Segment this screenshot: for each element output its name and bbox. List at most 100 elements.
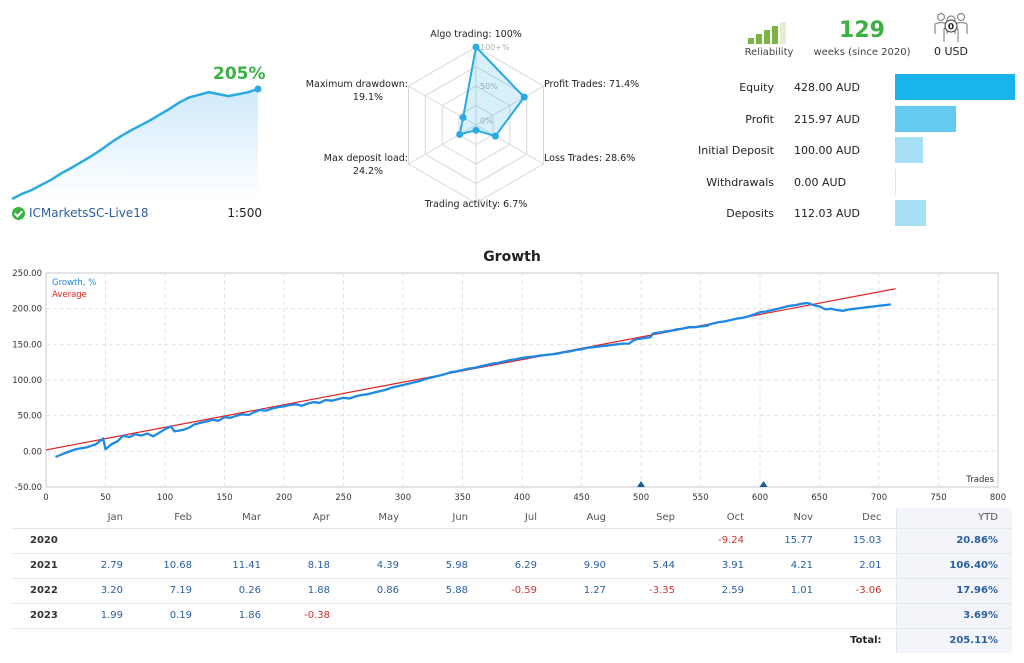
radar-value-dot bbox=[520, 93, 528, 101]
radar-axis-label: Algo trading: 100% bbox=[430, 29, 522, 40]
header-sep: Sep bbox=[656, 512, 675, 524]
header-jul: Jul bbox=[524, 512, 537, 524]
month-value: 2.59 bbox=[689, 577, 758, 603]
x-tick-label: 50 bbox=[100, 493, 111, 503]
table-row: 2021 2.79 10.68 11.41 8.18 4.39 5.98 6.29 9.90 5.… bbox=[12, 552, 1012, 578]
header-dec: Dec bbox=[862, 512, 882, 524]
month-value: 5.44 bbox=[620, 552, 689, 578]
month-value bbox=[827, 602, 896, 628]
row-year: 2022 bbox=[12, 577, 68, 603]
radar-spoke bbox=[475, 85, 544, 126]
growth-line bbox=[55, 301, 892, 459]
stat-value: 0.00 AUD bbox=[794, 175, 847, 189]
verified-check-icon bbox=[12, 207, 25, 220]
monthly-returns-table: Jan Feb Mar Apr May Jun Jul Aug Sep Oct Nov Dec YTD … bbox=[12, 508, 1012, 653]
x-tick-label: 750 bbox=[930, 493, 946, 503]
blank-cell bbox=[551, 627, 620, 653]
x-tick-label: 550 bbox=[692, 493, 708, 503]
leverage-value: 1:500 bbox=[227, 206, 262, 220]
month-value: -3.35 bbox=[620, 577, 689, 603]
month-value: 0.26 bbox=[206, 577, 275, 603]
growth-chart[interactable]: 0 50 100 150 200 250 300 350 400 450 500 550 600 650 7… bbox=[0, 266, 1024, 506]
growth-chart-title: Growth bbox=[483, 249, 541, 265]
radar-spoke bbox=[408, 124, 477, 165]
stat-label: Equity bbox=[739, 81, 774, 94]
blank-cell bbox=[275, 627, 344, 653]
header-jan: Jan bbox=[107, 512, 123, 524]
month-value: 5.88 bbox=[413, 577, 482, 603]
subscribers-icon: 0 bbox=[934, 12, 968, 42]
total-row: Total: 205.11% bbox=[12, 627, 1012, 653]
legend-growth[interactable]: Growth, % bbox=[52, 278, 96, 288]
y-tick-label: 200.00 bbox=[12, 305, 42, 315]
stat-row-withdrawals: Withdrawals 0.00 AUD bbox=[690, 168, 1020, 195]
y-tick-label: 150.00 bbox=[12, 340, 42, 350]
stat-bar bbox=[895, 168, 896, 195]
stat-row-initial-deposit: Initial Deposit 100.00 AUD bbox=[690, 137, 1020, 163]
stat-label: Withdrawals bbox=[706, 175, 774, 189]
blank-cell bbox=[482, 627, 551, 653]
month-value: 1.88 bbox=[275, 577, 344, 603]
x-tick-label: 650 bbox=[811, 493, 827, 503]
ytd-value: 17.96% bbox=[895, 577, 1012, 603]
month-value: 10.68 bbox=[137, 552, 206, 578]
x-tick-label: 350 bbox=[454, 493, 470, 503]
reliability-bar bbox=[764, 30, 770, 44]
x-tick-label: 250 bbox=[335, 493, 351, 503]
y-tick-label: 250.00 bbox=[12, 269, 42, 279]
month-value bbox=[413, 527, 482, 553]
account-row: ICMarketsSC-Live18 1:500 bbox=[12, 206, 262, 222]
account-server-link[interactable]: ICMarketsSC-Live18 bbox=[29, 206, 149, 220]
radar-axis-label: Trading activity: 6.7% bbox=[424, 199, 528, 210]
month-value: 1.27 bbox=[551, 577, 620, 603]
blank-cell bbox=[413, 627, 482, 653]
table-row: 2022 3.20 7.19 0.26 1.88 0.86 5.88 -0.59 1.27 -3.… bbox=[12, 577, 1012, 603]
month-value: 3.20 bbox=[68, 577, 137, 603]
month-value: 0.19 bbox=[137, 602, 206, 628]
radar-value-dot bbox=[456, 130, 464, 138]
month-value: 4.21 bbox=[758, 552, 827, 578]
month-value bbox=[482, 527, 551, 553]
subscribers-count: 0 bbox=[948, 23, 954, 33]
reliability-label: Reliability bbox=[744, 47, 794, 58]
stat-row-equity: Equity 428.00 AUD bbox=[690, 74, 1020, 100]
deposit-marker[interactable] bbox=[759, 481, 768, 487]
header-nov: Nov bbox=[793, 512, 813, 524]
month-value bbox=[206, 527, 275, 553]
month-value bbox=[620, 602, 689, 628]
deposit-marker[interactable] bbox=[637, 481, 645, 487]
row-year: 2023 bbox=[12, 602, 68, 628]
month-value bbox=[344, 602, 413, 628]
table-header-row: Jan Feb Mar Apr May Jun Jul Aug Sep Oct Nov Dec YTD bbox=[12, 508, 1012, 528]
x-tick-label: 150 bbox=[216, 493, 232, 503]
y-tick-label: 0.00 bbox=[23, 447, 42, 457]
month-value bbox=[68, 527, 137, 553]
month-value bbox=[413, 602, 482, 628]
blank-cell bbox=[137, 627, 206, 653]
radar-axis-label: Loss Trades: 28.6% bbox=[544, 153, 635, 164]
header-year bbox=[12, 508, 68, 528]
sparkline-end-dot bbox=[254, 85, 262, 93]
x-tick-label: 200 bbox=[276, 493, 292, 503]
month-value: 0.86 bbox=[344, 577, 413, 603]
header-aug: Aug bbox=[586, 512, 606, 524]
reliability-bar bbox=[780, 22, 786, 44]
legend-average[interactable]: Average bbox=[52, 290, 87, 300]
blank-cell bbox=[344, 627, 413, 653]
month-value: 1.99 bbox=[68, 602, 137, 628]
month-value: -0.38 bbox=[275, 602, 344, 628]
top-graphics: 100+% 50% 0% Algo trading: 100% Profit Trade… bbox=[11, 29, 639, 210]
ytd-value: 106.40% bbox=[895, 552, 1012, 578]
stat-value: 112.03 AUD bbox=[794, 207, 861, 220]
month-value: 3.91 bbox=[689, 552, 758, 578]
radar-axis-value: 19.1% bbox=[353, 92, 383, 103]
header-ytd: YTD bbox=[895, 508, 1012, 528]
table-row: 2020 -9.24 15.77 15.03 20.86% bbox=[12, 527, 1012, 553]
reliability-bar bbox=[756, 34, 762, 44]
x-axis-label: Trades bbox=[965, 475, 994, 485]
x-tick-label: 300 bbox=[395, 493, 411, 503]
month-value bbox=[137, 527, 206, 553]
blank-cell bbox=[68, 627, 137, 653]
subscribers-value: 0 USD bbox=[934, 45, 968, 58]
blank-cell bbox=[206, 627, 275, 653]
